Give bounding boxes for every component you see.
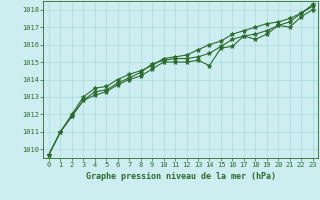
X-axis label: Graphe pression niveau de la mer (hPa): Graphe pression niveau de la mer (hPa) bbox=[86, 172, 276, 181]
